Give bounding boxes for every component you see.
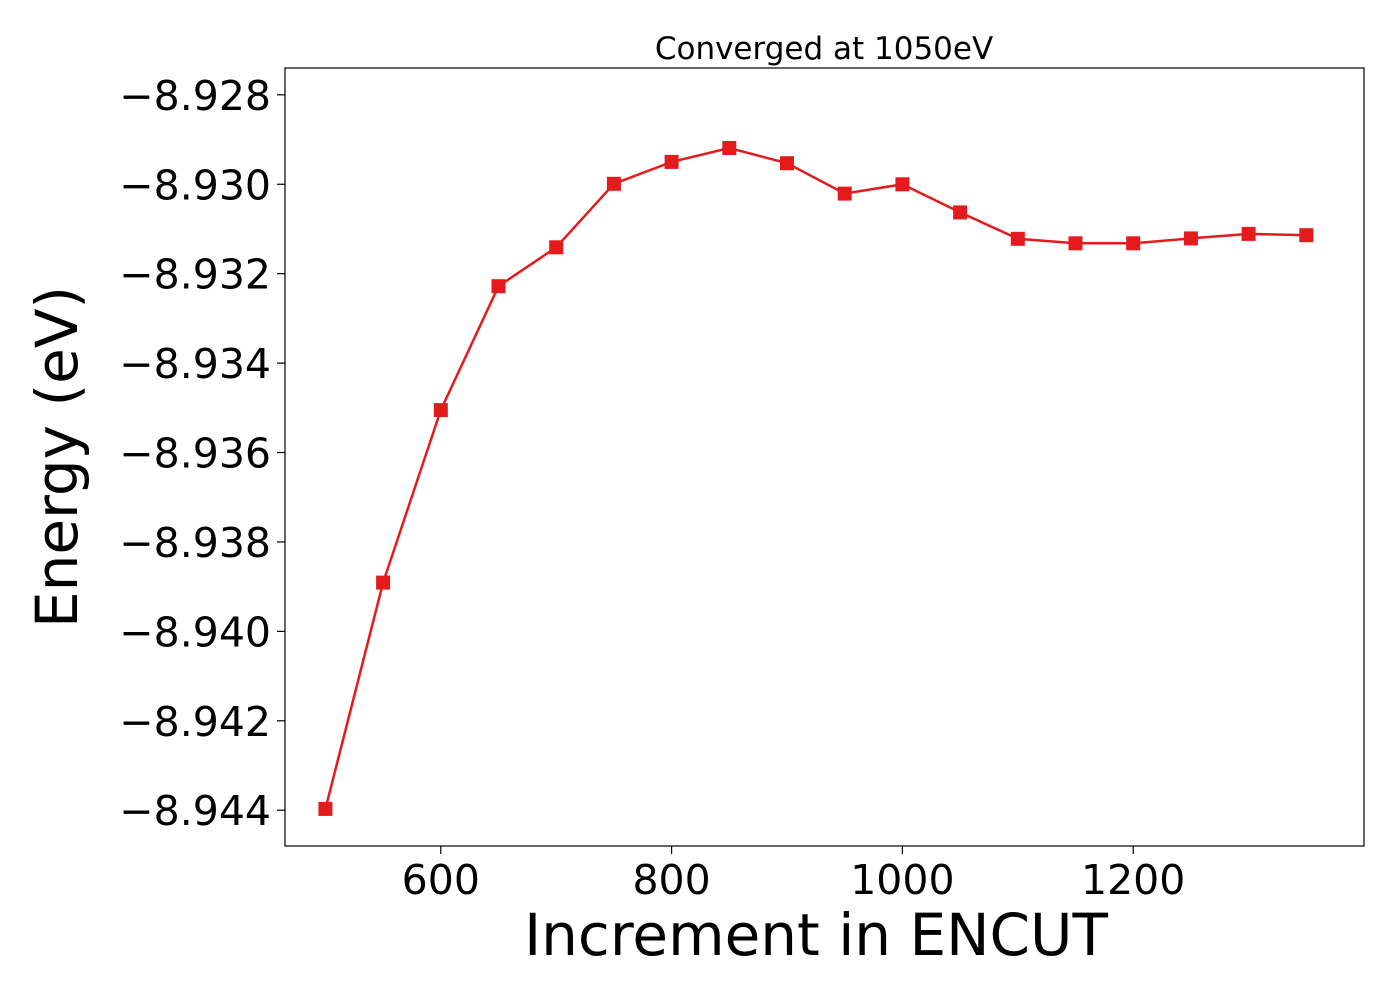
series-line (324, 146, 1307, 810)
data-point-marker (433, 403, 448, 418)
data-point-marker (549, 240, 564, 255)
data-point-marker (1299, 228, 1314, 243)
data-point-marker (895, 177, 910, 192)
x-tick-label: 600 (402, 856, 480, 904)
data-point-marker (1241, 226, 1256, 241)
y-tick-label: −8.938 (119, 519, 271, 567)
y-tick-label: −8.932 (119, 251, 271, 299)
y-tick-label: −8.928 (119, 72, 271, 120)
data-point-marker (606, 176, 621, 191)
data-point-marker (1183, 231, 1198, 246)
x-tick-label: 1200 (1081, 856, 1185, 904)
data-point-marker (491, 279, 506, 294)
data-point-marker (780, 156, 794, 171)
y-tick-label: −8.944 (119, 787, 271, 835)
y-tick-label: −8.940 (119, 608, 271, 656)
y-axis-title: Energy (eV) (23, 286, 91, 628)
data-point-marker (722, 141, 737, 155)
x-tick-label: 800 (632, 856, 710, 904)
chart-title: Converged at 1050eV (655, 31, 993, 67)
data-point-marker (837, 186, 852, 201)
plot-area-frame (284, 67, 1365, 847)
x-axis: 600 800 1000 1200 (402, 846, 1185, 904)
y-tick-label: −8.942 (119, 698, 271, 746)
y-tick-label: −8.934 (119, 340, 271, 388)
x-tick-label: 1000 (850, 856, 954, 904)
data-point-marker (1010, 231, 1025, 246)
series-layer (318, 141, 1314, 816)
y-axis: −8.928 −8.930 −8.932 −8.934 −8.936 −8.938 −8.9… (119, 72, 285, 835)
data-point-marker (1126, 236, 1141, 251)
x-axis-title: Increment in ENCUT (524, 901, 1108, 969)
y-tick-label: −8.936 (119, 430, 271, 478)
data-point-marker (1068, 236, 1083, 251)
data-point-marker (953, 205, 968, 220)
y-tick-label: −8.930 (119, 161, 271, 209)
data-point-marker (376, 575, 391, 590)
data-point-marker (318, 801, 333, 816)
data-point-marker (664, 154, 679, 169)
